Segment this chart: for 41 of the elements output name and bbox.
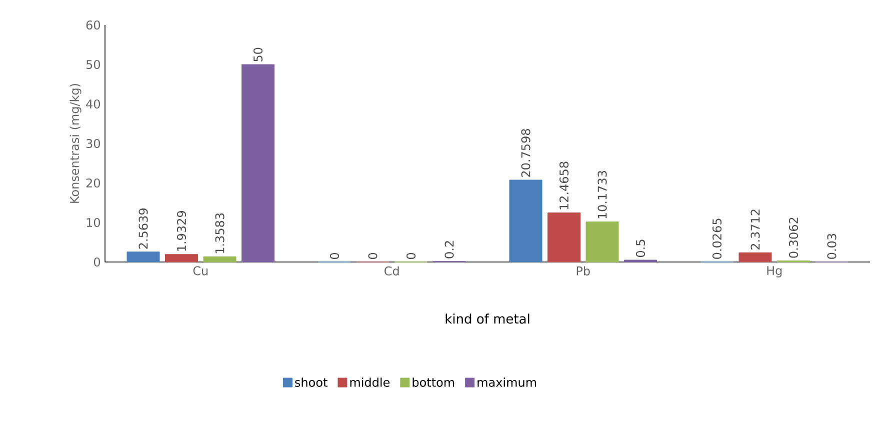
bar: [242, 64, 275, 262]
x-tick-label: Pb: [576, 266, 590, 276]
data-label: 12.4658: [559, 162, 569, 210]
legend-label: bottom: [412, 378, 454, 387]
data-label: 0: [330, 252, 340, 260]
y-tick-label: 0: [94, 257, 100, 267]
bar: [738, 252, 772, 262]
y-tick-label: 60: [86, 20, 100, 30]
legend-label: middle: [350, 378, 390, 387]
data-label: 0: [406, 252, 416, 260]
data-label: 10.1733: [598, 170, 607, 218]
y-tick-label: 10: [86, 218, 100, 228]
y-tick-label: 30: [86, 138, 100, 148]
bar: [586, 222, 619, 262]
data-label: 0.2: [444, 241, 454, 258]
y-tick-label: 20: [86, 178, 100, 188]
data-label: 50: [253, 48, 263, 62]
x-axis-title: kind of metal: [446, 314, 530, 324]
bar: [203, 256, 236, 262]
data-label: 1.3583: [215, 213, 224, 254]
data-label: 2.3712: [750, 210, 760, 250]
y-tick-label: 40: [86, 99, 100, 109]
x-tick-label: Cd: [384, 266, 399, 276]
x-tick-label: Cu: [193, 266, 208, 276]
data-label: 0.03: [827, 234, 836, 259]
data-label: 20.7598: [521, 129, 530, 177]
bar: [126, 252, 160, 262]
bar: [509, 180, 542, 262]
data-label: 0: [368, 252, 378, 260]
data-label: 0.3062: [788, 218, 798, 258]
data-label: 1.9329: [176, 211, 186, 251]
data-label: 0.0265: [712, 218, 722, 259]
x-tick-label: Hg: [767, 266, 782, 278]
legend-label: shoot: [295, 378, 328, 387]
data-label: 2.5639: [138, 208, 148, 249]
y-axis-title: Konsentrasi (mg/kg): [70, 84, 82, 203]
bar: [165, 254, 198, 262]
legend-label: maximum: [478, 378, 536, 387]
y-tick-label: 50: [86, 60, 100, 70]
data-label: 0.5: [636, 240, 646, 258]
bar: [547, 212, 581, 262]
